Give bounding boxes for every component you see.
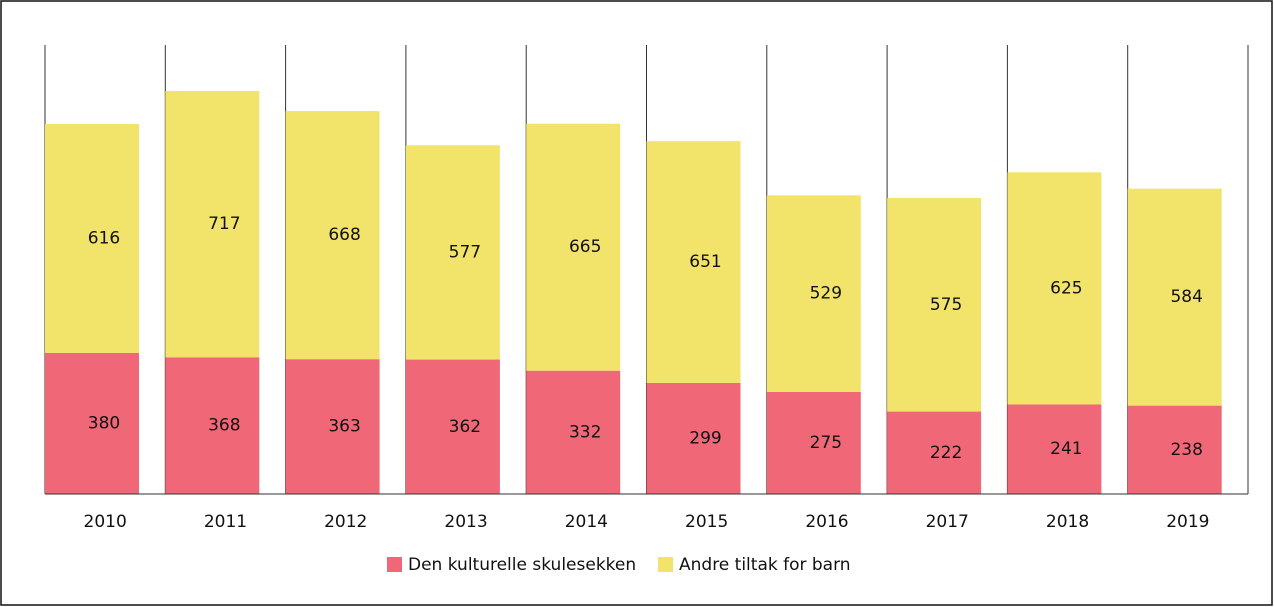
bar-segment [285,359,380,494]
value-label: 275 [810,433,842,453]
bar-segment [1127,405,1222,494]
x-tick-label: 2014 [565,512,608,532]
value-label: 651 [689,252,721,272]
x-tick-label: 2019 [1166,512,1209,532]
bar-segment [646,141,741,383]
bar-segment [1007,404,1102,494]
value-label: 625 [1050,278,1082,298]
value-label: 299 [689,428,721,448]
value-label: 668 [328,225,360,245]
x-tick-label: 2016 [805,512,848,532]
value-label: 363 [328,417,360,437]
legend-swatch [658,557,673,572]
legend-label: Den kulturelle skulesekken [408,555,636,575]
value-label: 380 [88,413,120,433]
x-tick-label: 2011 [204,512,247,532]
bar-segment [766,195,861,392]
legend-swatch [387,557,402,572]
legend-label: Andre tiltak for barn [679,555,851,575]
bar-segment [1127,188,1222,406]
bar-segment [887,197,982,412]
bar-segment [45,124,139,353]
value-label: 577 [449,242,481,262]
x-tick-label: 2015 [685,512,728,532]
bar-segment [45,352,139,494]
bar-segment [165,91,260,358]
x-tick-label: 2012 [324,512,367,532]
value-label: 616 [88,228,120,248]
x-tick-label: 2010 [84,512,127,532]
value-label: 332 [569,422,601,442]
bar-segment [285,111,380,360]
x-tick-label: 2017 [926,512,969,532]
bar-segment [887,411,982,494]
value-label: 241 [1050,439,1082,459]
x-tick-label: 2018 [1046,512,1089,532]
value-label: 575 [930,295,962,315]
value-label: 584 [1170,287,1202,307]
bar-segment [165,357,260,494]
bar-segment [405,145,500,360]
value-label: 665 [569,237,601,257]
x-tick-label: 2013 [444,512,487,532]
value-label: 717 [208,214,240,234]
value-label: 529 [810,284,842,304]
bar-segment [1007,172,1102,405]
bar-segment [646,382,741,494]
bar-segment [526,123,621,371]
value-label: 368 [208,416,240,436]
bar-segment [526,370,621,494]
value-label: 222 [930,443,962,463]
bar-segment [766,391,861,494]
value-label: 238 [1170,440,1202,460]
value-label: 362 [449,417,481,437]
bar-segment [405,359,500,494]
